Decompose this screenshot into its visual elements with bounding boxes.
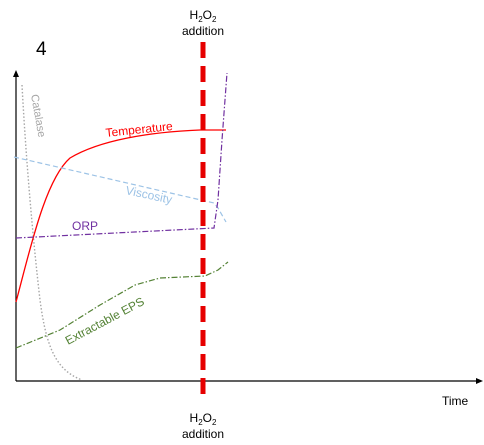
orp-label: ORP — [72, 219, 98, 233]
extractable-eps-curve — [15, 261, 229, 349]
addition-word-bottom: addition — [182, 427, 224, 441]
h2o2-formula-bottom: H2O2 — [190, 411, 217, 427]
y-axis-arrow — [13, 70, 19, 77]
viscosity-curve — [13, 156, 227, 223]
catalase-label: Catalase — [28, 93, 47, 138]
catalase-curve — [21, 84, 83, 381]
h2o2-formula-top: H2O2 — [190, 8, 217, 24]
addition-word-top: addition — [182, 24, 224, 38]
temperature-label: Temperature — [105, 119, 174, 140]
panel-number: 4 — [36, 39, 47, 60]
viscosity-label: Viscosity — [124, 183, 173, 206]
temperature-curve — [15, 129, 226, 303]
x-axis-label: Time — [442, 394, 469, 408]
x-axis-arrow — [476, 378, 483, 384]
orp-curve — [15, 72, 228, 239]
